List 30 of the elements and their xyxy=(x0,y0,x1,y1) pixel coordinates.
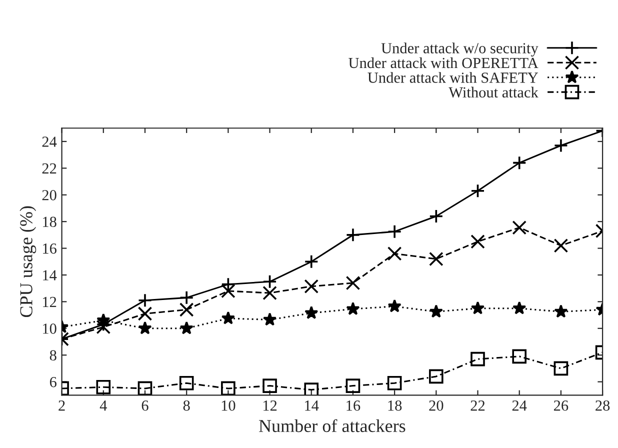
x-tick-label: 12 xyxy=(263,400,277,411)
y-tick-label: 22 xyxy=(42,163,56,174)
x-tick-label: 26 xyxy=(554,400,568,411)
x-tick-label: 18 xyxy=(388,400,402,411)
y-tick-label: 10 xyxy=(43,324,56,334)
y-axis-title: CPU usage (%) xyxy=(20,206,36,318)
x-tick-label: 14 xyxy=(305,400,319,411)
legend-label: Under attack w/o security xyxy=(381,42,538,57)
x-tick-label: 10 xyxy=(222,400,236,411)
y-tick-label: 16 xyxy=(43,243,56,254)
x-tick-label: 8 xyxy=(183,400,190,411)
y-tick-label: 24 xyxy=(42,136,57,147)
x-tick-label: 28 xyxy=(596,400,610,411)
y-tick-label: 18 xyxy=(43,216,56,228)
y-tick-label: 8 xyxy=(50,350,56,361)
y-tick-label: 12 xyxy=(43,296,56,307)
legend-label: Under attack with OPERETTA xyxy=(348,57,538,68)
y-tick-label: 14 xyxy=(43,270,57,280)
x-tick-label: 24 xyxy=(512,400,527,411)
x-tick-label: 22 xyxy=(470,400,485,411)
legend-label: Under attack with SAFETY xyxy=(368,72,538,83)
x-tick-label: 16 xyxy=(346,400,360,411)
x-tick-label: 20 xyxy=(429,400,444,411)
x-tick-label: 2 xyxy=(58,400,65,411)
legend-label: Without attack xyxy=(448,86,538,98)
x-tick-label: 6 xyxy=(142,400,148,411)
x-tick-label: 4 xyxy=(100,400,107,411)
x-axis-title: Number of attackers xyxy=(259,419,406,432)
y-tick-label: 20 xyxy=(42,190,56,200)
y-tick-label: 6 xyxy=(50,376,56,388)
